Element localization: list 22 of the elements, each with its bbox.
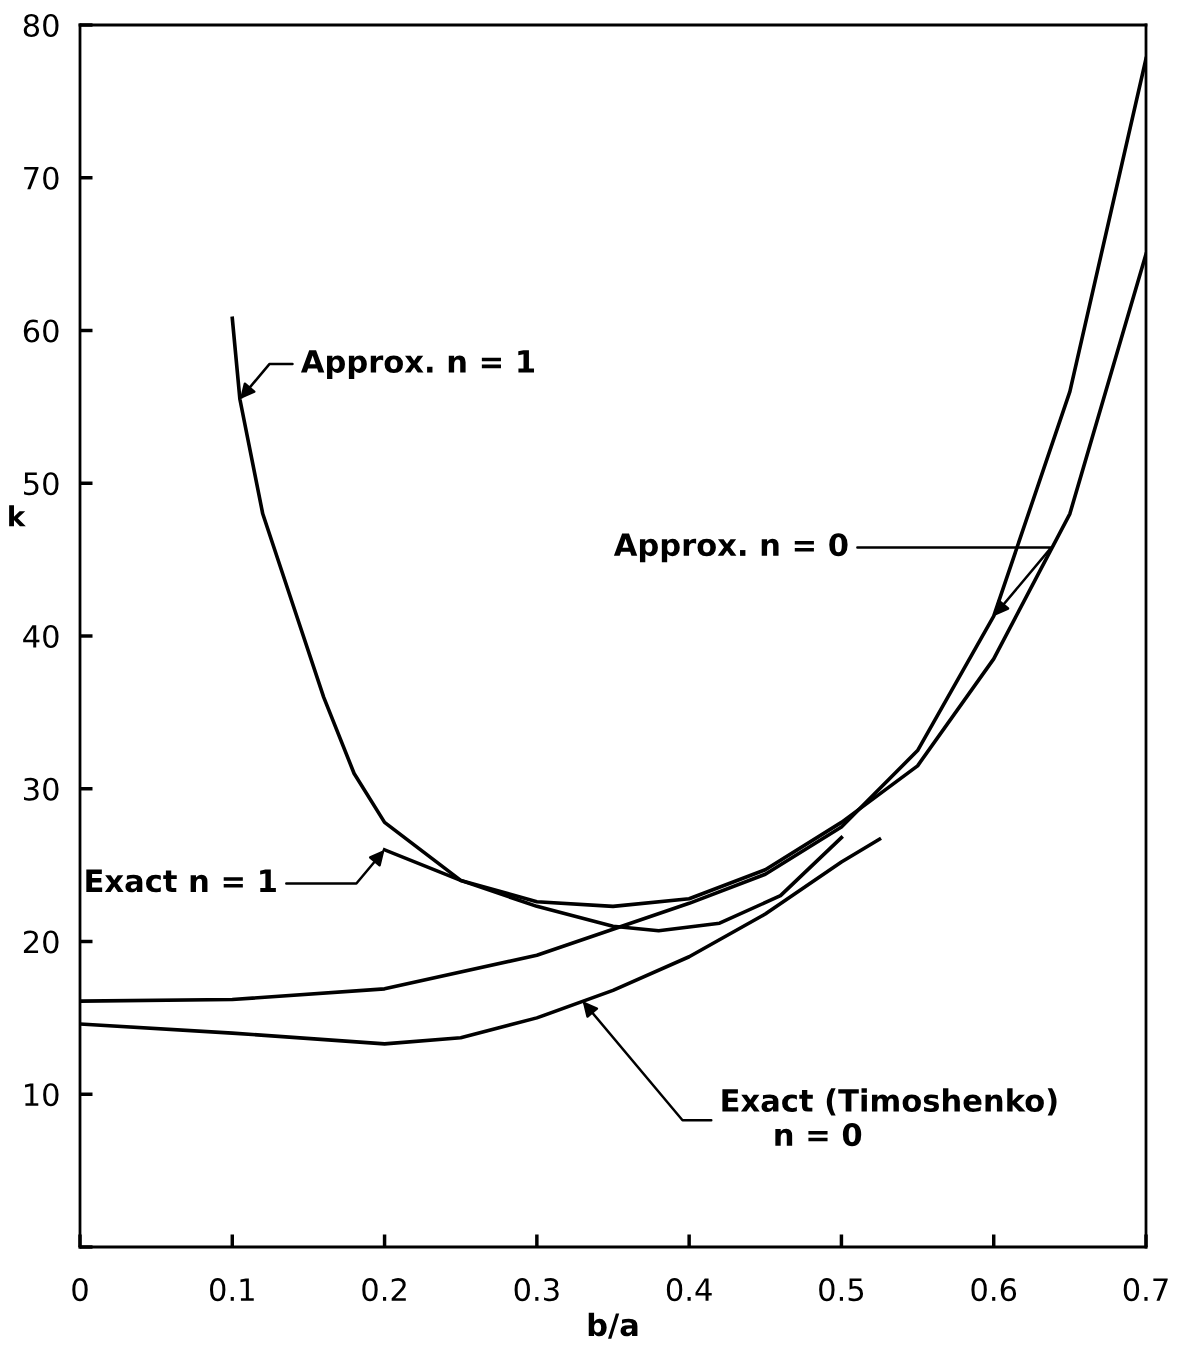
y-tick-label: 20 — [23, 930, 59, 954]
x-tick-label: 0.7 — [1123, 1278, 1168, 1302]
x-tick-label: 0.6 — [971, 1278, 1017, 1302]
y-tick-label: 40 — [23, 624, 59, 649]
y-tick-label: 60 — [23, 319, 59, 343]
x-tick-label: 0.4 — [666, 1278, 712, 1302]
x-axis-title: b/a — [588, 1312, 638, 1339]
x-tick-label: 0.2 — [362, 1278, 406, 1302]
x-tick-label: 0.5 — [819, 1278, 864, 1302]
x-tick-label: 0.3 — [514, 1278, 559, 1302]
y-tick-label: 80 — [23, 13, 59, 38]
annotation: Approx. n = 0 — [613, 533, 848, 563]
annotation: Approx. n = 1 — [300, 350, 535, 379]
y-tick-label: 10 — [25, 1083, 59, 1107]
y-tick-label: 30 — [24, 777, 59, 801]
x-tick-label: 0.1 — [210, 1278, 254, 1302]
y-tick-label: 70 — [24, 166, 59, 190]
annotation: Exact (Timoshenko) n = 0 — [722, 1088, 1057, 1147]
annotation: Exact n = 1 — [86, 869, 276, 893]
y-axis-title: k — [9, 505, 26, 527]
x-tick-label: 0 — [72, 1278, 88, 1302]
y-tick-label: 50 — [24, 472, 59, 496]
